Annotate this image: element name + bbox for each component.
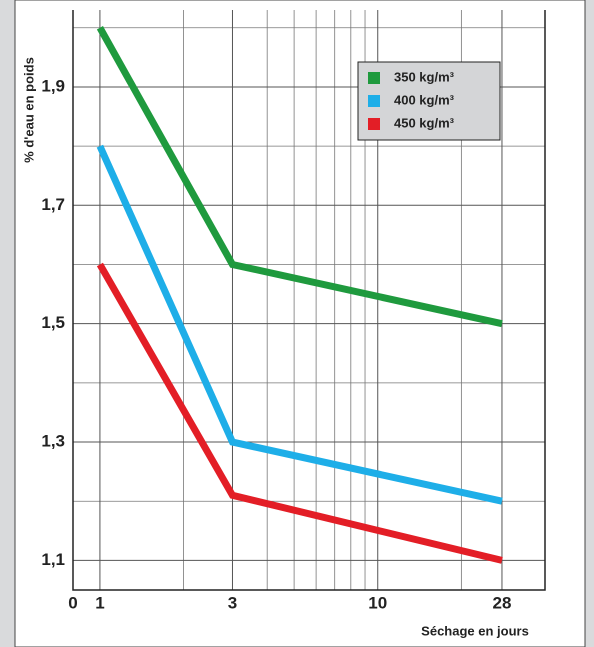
y-tick-label: 1,1 [41,550,65,569]
x-tick-label: 1 [95,593,104,612]
legend-swatch [368,118,380,130]
x-tick-label: 10 [368,593,387,612]
data-line [96,26,503,328]
y-tick-label: 1,5 [41,313,65,332]
x-axis-label: Séchage en jours [421,623,529,638]
y-tick-label: 1,9 [41,76,65,95]
axis-frame [72,10,546,591]
y-tick-label: 1,7 [41,195,65,214]
y-tick-label: 1,3 [41,432,65,451]
data-line [96,144,503,505]
origin-label: 0 [68,593,77,612]
x-tick-label: 3 [228,593,237,612]
legend-box [357,61,501,141]
legend-label: 450 kg/m³ [394,115,455,130]
x-tick-label: 28 [493,593,512,612]
legend-label: 400 kg/m³ [394,92,455,107]
legend-swatch [368,95,380,107]
legend-swatch [368,72,380,84]
legend-label: 350 kg/m³ [394,69,455,84]
data-line [96,262,503,564]
y-axis-label: % d'eau en poids [21,57,36,163]
